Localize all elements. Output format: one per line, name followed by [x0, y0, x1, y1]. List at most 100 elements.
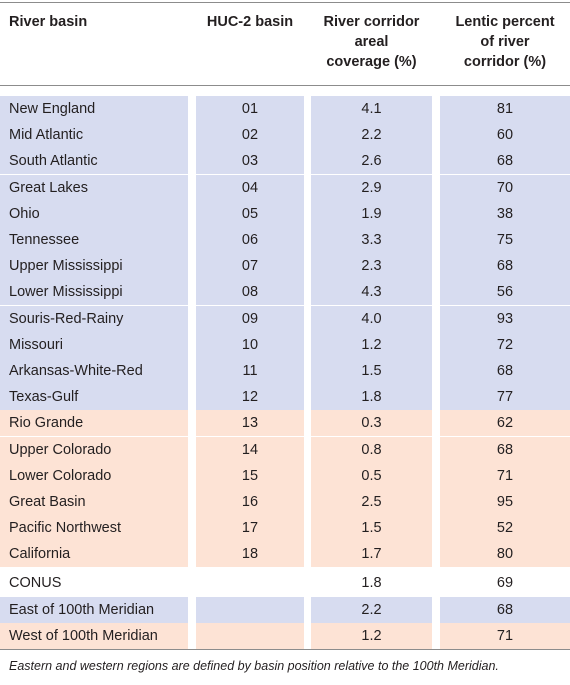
cell-huc2-basin: 11	[196, 358, 304, 384]
cell-huc2-basin	[196, 597, 304, 623]
cell-lentic-percent: 71	[440, 462, 570, 489]
cell-coverage: 1.8	[361, 575, 382, 591]
cell-huc2-basin: 04	[196, 174, 304, 201]
cell-river-basin: Great Basin	[0, 489, 188, 515]
table-row: Lower Mississippi 08 4.3 56	[0, 279, 570, 306]
table-row: Ohio 05 1.9 38	[0, 200, 570, 227]
cell-river-basin: Great Lakes	[0, 174, 188, 201]
cell-coverage: 1.5	[311, 358, 432, 384]
cell-river-basin: Upper Mississippi	[0, 253, 188, 280]
cell-river-basin: Tennessee	[0, 227, 188, 253]
cell-river-basin: Mid Atlantic	[0, 122, 188, 149]
header-line: River corridor	[323, 14, 420, 30]
cell-lentic-percent: 93	[440, 305, 570, 332]
cell-huc2-basin: 09	[196, 305, 304, 332]
cell-lentic-percent: 60	[440, 122, 570, 149]
cell-lentic-percent: 71	[440, 623, 570, 649]
cell-coverage: 2.3	[311, 253, 432, 280]
header-line: areal	[354, 34, 389, 50]
table-row: California 18 1.7 80	[0, 541, 570, 568]
cell-lentic-percent: 72	[440, 331, 570, 358]
header-line: HUC-2 basin	[206, 14, 294, 30]
header-line: coverage (%)	[326, 54, 417, 70]
cell-lentic-percent: 56	[440, 279, 570, 306]
header-line: River basin	[9, 14, 88, 30]
cell-river-basin: Texas-Gulf	[0, 384, 188, 411]
cell-coverage: 1.5	[311, 515, 432, 542]
cell-river-basin: Missouri	[0, 331, 188, 358]
cell-coverage: 2.5	[311, 489, 432, 515]
cell-huc2-basin: 15	[196, 462, 304, 489]
cell-river-basin: South Atlantic	[0, 148, 188, 175]
top-rule	[0, 2, 570, 3]
cell-huc2-basin: 06	[196, 227, 304, 253]
table-row: New England 01 4.1 81	[0, 96, 570, 122]
cell-river-basin: West of 100th Meridian	[0, 623, 188, 649]
cell-river-basin: East of 100th Meridian	[0, 597, 188, 623]
cell-lentic-percent: 69	[496, 575, 514, 591]
header-river-corridor-coverage: River corridor areal coverage (%)	[311, 12, 432, 72]
cell-coverage: 2.2	[311, 122, 432, 149]
cell-lentic-percent: 68	[440, 436, 570, 463]
cell-lentic-percent: 38	[440, 200, 570, 227]
cell-lentic-percent: 70	[440, 174, 570, 201]
cell-coverage: 1.9	[311, 200, 432, 227]
cell-coverage: 2.2	[311, 597, 432, 623]
table-row: Arkansas-White-Red 11 1.5 68	[0, 358, 570, 384]
table-row: Upper Mississippi 07 2.3 68	[0, 253, 570, 280]
cell-huc2-basin: 03	[196, 148, 304, 175]
cell-coverage: 2.6	[311, 148, 432, 175]
header-lentic-percent: Lentic percent of river corridor (%)	[440, 12, 570, 72]
table-row: Missouri 10 1.2 72	[0, 331, 570, 358]
cell-huc2-basin	[196, 570, 304, 596]
table-row: Lower Colorado 15 0.5 71	[0, 462, 570, 489]
cell-lentic-percent: 75	[440, 227, 570, 253]
cell-coverage: 2.9	[311, 174, 432, 201]
table-row: Souris-Red-Rainy 09 4.0 93	[0, 305, 570, 332]
cell-river-basin: Rio Grande	[0, 410, 188, 437]
cell-huc2-basin: 18	[196, 541, 304, 568]
cell-river-basin: New England	[0, 96, 188, 122]
cell-river-basin: Arkansas-White-Red	[0, 358, 188, 384]
cell-coverage: 4.3	[311, 279, 432, 306]
cell-river-basin: Upper Colorado	[0, 436, 188, 463]
header-river-basin: River basin	[9, 12, 189, 32]
table-footnote: Eastern and western regions are defined …	[9, 659, 499, 673]
cell-huc2-basin	[196, 623, 304, 649]
header-rule	[0, 85, 570, 86]
cell-river-basin: Lower Colorado	[0, 462, 188, 489]
cell-huc2-basin: 13	[196, 410, 304, 437]
header-line: of river	[480, 34, 530, 50]
cell-river-basin: Lower Mississippi	[0, 279, 188, 306]
cell-huc2-basin: 16	[196, 489, 304, 515]
cell-coverage: 4.1	[311, 96, 432, 122]
cell-huc2-basin: 02	[196, 122, 304, 149]
cell-coverage: 3.3	[311, 227, 432, 253]
cell-huc2-basin: 05	[196, 200, 304, 227]
cell-coverage: 0.3	[311, 410, 432, 437]
cell-huc2-basin: 14	[196, 436, 304, 463]
cell-huc2-basin: 12	[196, 384, 304, 411]
table-row: Great Lakes 04 2.9 70	[0, 174, 570, 201]
table-row: Great Basin 16 2.5 95	[0, 489, 570, 515]
table-row: Texas-Gulf 12 1.8 77	[0, 384, 570, 411]
cell-lentic-percent: 77	[440, 384, 570, 411]
cell-lentic-percent: 68	[440, 358, 570, 384]
cell-lentic-percent: 68	[440, 597, 570, 623]
table-row: CONUS 1.8 69	[0, 570, 570, 596]
cell-coverage: 1.2	[311, 623, 432, 649]
cell-river-basin: Pacific Northwest	[0, 515, 188, 542]
cell-coverage: 4.0	[311, 305, 432, 332]
cell-huc2-basin: 08	[196, 279, 304, 306]
cell-coverage: 1.2	[311, 331, 432, 358]
table-row: Upper Colorado 14 0.8 68	[0, 436, 570, 463]
cell-coverage: 0.8	[311, 436, 432, 463]
cell-river-basin: Souris-Red-Rainy	[0, 305, 188, 332]
bottom-rule	[0, 649, 570, 650]
cell-lentic-percent: 81	[440, 96, 570, 122]
cell-lentic-percent: 68	[440, 148, 570, 175]
cell-coverage: 1.7	[311, 541, 432, 568]
cell-lentic-percent: 80	[440, 541, 570, 568]
cell-coverage: 0.5	[311, 462, 432, 489]
table-row: Pacific Northwest 17 1.5 52	[0, 515, 570, 542]
